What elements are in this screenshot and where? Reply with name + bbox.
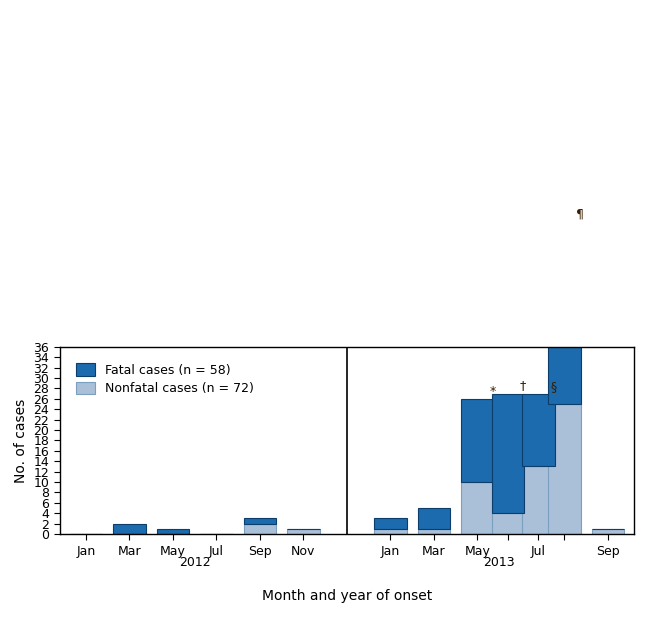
Text: §: § (551, 379, 557, 392)
Bar (522, 467, 555, 534)
Bar (592, 529, 624, 534)
Text: 2013: 2013 (483, 556, 515, 569)
Bar (548, 404, 581, 534)
Text: *: * (490, 385, 496, 398)
Bar (287, 529, 319, 534)
X-axis label: Month and year of onset: Month and year of onset (262, 589, 432, 603)
Bar (374, 529, 407, 534)
Bar (244, 523, 276, 534)
Bar (461, 482, 494, 534)
Bar (492, 394, 524, 513)
Bar (374, 519, 407, 529)
Y-axis label: No. of cases: No. of cases (14, 398, 28, 483)
Bar (417, 508, 450, 529)
Bar (522, 394, 555, 467)
Bar (417, 529, 450, 534)
Bar (113, 523, 146, 534)
Legend: Fatal cases (n = 58), Nonfatal cases (n = 72): Fatal cases (n = 58), Nonfatal cases (n … (66, 353, 264, 405)
Text: †: † (520, 379, 526, 392)
Text: 2012: 2012 (179, 556, 211, 569)
Bar (157, 529, 189, 534)
Bar (492, 513, 524, 534)
Bar (461, 399, 494, 482)
Bar (548, 222, 581, 404)
Text: ¶: ¶ (575, 208, 584, 221)
Bar (244, 519, 276, 523)
